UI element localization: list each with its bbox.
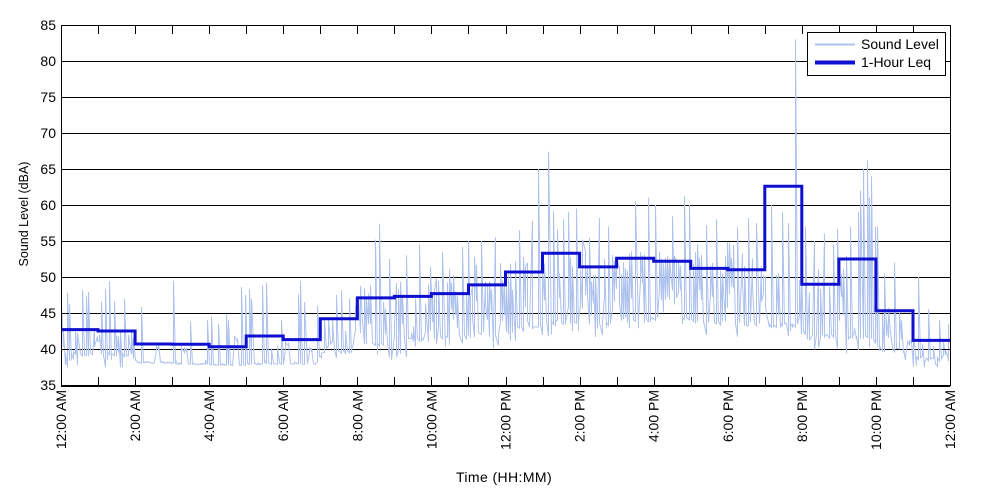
svg-text:10:00 PM: 10:00 PM bbox=[868, 390, 884, 450]
svg-text:4:00 PM: 4:00 PM bbox=[646, 390, 662, 442]
svg-text:12:00 AM: 12:00 AM bbox=[53, 390, 69, 449]
svg-text:12:00 AM: 12:00 AM bbox=[942, 390, 958, 449]
svg-text:70: 70 bbox=[40, 125, 56, 141]
svg-text:Sound Level: Sound Level bbox=[861, 36, 939, 52]
svg-text:55: 55 bbox=[40, 233, 56, 249]
svg-text:6:00 AM: 6:00 AM bbox=[275, 390, 291, 441]
svg-text:8:00 AM: 8:00 AM bbox=[349, 390, 365, 441]
svg-text:Sound Level (dBA): Sound Level (dBA) bbox=[17, 162, 31, 267]
svg-text:85: 85 bbox=[40, 17, 56, 33]
svg-text:1-Hour Leq: 1-Hour Leq bbox=[861, 54, 931, 70]
svg-text:2:00 AM: 2:00 AM bbox=[127, 390, 143, 441]
svg-text:50: 50 bbox=[40, 269, 56, 285]
svg-text:4:00 AM: 4:00 AM bbox=[201, 390, 217, 441]
svg-text:60: 60 bbox=[40, 197, 56, 213]
svg-text:45: 45 bbox=[40, 305, 56, 321]
svg-text:65: 65 bbox=[40, 161, 56, 177]
svg-text:12:00 PM: 12:00 PM bbox=[498, 390, 514, 450]
svg-text:2:00 PM: 2:00 PM bbox=[572, 390, 588, 442]
svg-text:10:00 AM: 10:00 AM bbox=[423, 390, 439, 449]
svg-text:6:00 PM: 6:00 PM bbox=[720, 390, 736, 442]
svg-text:8:00 PM: 8:00 PM bbox=[794, 390, 810, 442]
svg-text:75: 75 bbox=[40, 89, 56, 105]
svg-text:Time (HH:MM): Time (HH:MM) bbox=[456, 469, 552, 485]
svg-text:35: 35 bbox=[40, 377, 56, 393]
svg-text:40: 40 bbox=[40, 341, 56, 357]
svg-text:80: 80 bbox=[40, 53, 56, 69]
